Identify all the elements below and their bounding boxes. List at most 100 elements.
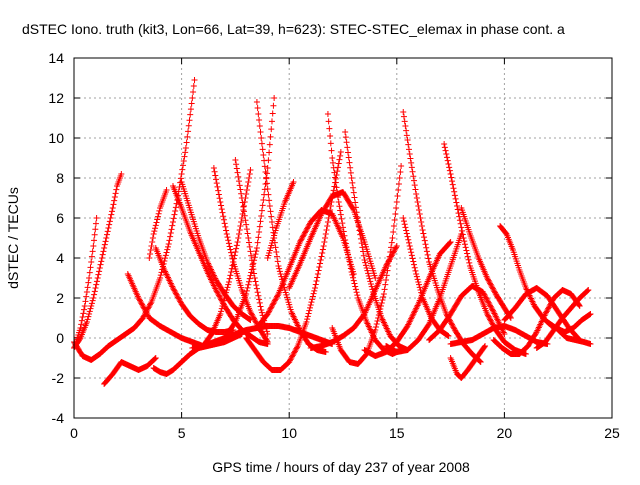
data-point — [403, 227, 410, 234]
data-point — [258, 207, 265, 214]
data-point — [276, 268, 283, 275]
data-point — [263, 174, 270, 181]
data-point — [304, 224, 311, 231]
y-tick-label: -4 — [52, 410, 65, 426]
data-point — [346, 258, 353, 265]
data-point — [392, 245, 399, 252]
data-point — [544, 307, 551, 313]
data-point — [233, 161, 240, 168]
data-point — [215, 292, 222, 299]
data-point — [244, 183, 251, 189]
data-point — [411, 264, 418, 271]
data-point — [139, 315, 146, 321]
data-point — [448, 174, 455, 181]
data-point — [85, 313, 92, 320]
data-point — [411, 182, 418, 189]
data-point — [413, 195, 420, 201]
data-point — [268, 118, 275, 125]
data-point — [408, 252, 415, 259]
data-point — [93, 215, 100, 221]
data-point — [229, 262, 236, 269]
data-point — [340, 228, 347, 235]
data-point — [271, 299, 278, 305]
data-point — [410, 258, 417, 265]
data-point — [330, 187, 337, 194]
data-point — [142, 307, 149, 313]
data-point — [106, 218, 113, 225]
data-point — [257, 218, 264, 225]
data-point — [221, 220, 228, 227]
data-point — [251, 315, 258, 322]
data-point — [390, 249, 397, 256]
data-point — [415, 203, 422, 209]
data-point — [256, 117, 263, 123]
data-point — [441, 141, 448, 147]
data-point — [289, 352, 296, 359]
data-point — [352, 204, 359, 211]
data-point — [86, 308, 93, 315]
data-point — [450, 324, 457, 331]
data-point — [190, 89, 197, 95]
data-point — [213, 176, 220, 183]
data-point — [140, 313, 147, 320]
data-point — [329, 159, 336, 166]
data-point — [414, 199, 421, 205]
data-point — [393, 199, 400, 205]
data-point — [220, 300, 227, 307]
plot-frame — [73, 57, 613, 419]
data-point — [484, 276, 491, 283]
data-point — [83, 289, 90, 295]
data-point — [309, 293, 316, 300]
data-point — [113, 186, 120, 193]
data-point — [309, 296, 316, 303]
data-point — [164, 243, 171, 250]
data-series — [146, 187, 170, 261]
data-point — [218, 308, 225, 315]
data-point — [354, 214, 361, 221]
data-point — [301, 231, 308, 237]
data-point — [394, 193, 401, 199]
data-point — [185, 128, 192, 135]
data-point — [331, 169, 338, 176]
data-point — [265, 191, 272, 198]
data-point — [315, 267, 322, 274]
data-point — [409, 168, 416, 175]
x-tick-label: 0 — [70, 425, 78, 441]
data-point — [147, 251, 154, 257]
data-series — [447, 323, 551, 347]
data-point — [482, 343, 489, 349]
data-point — [344, 247, 351, 254]
data-point — [411, 308, 418, 315]
data-point — [339, 220, 346, 227]
data-point — [400, 113, 407, 120]
data-point — [305, 223, 312, 229]
data-point — [324, 111, 331, 117]
data-point — [247, 248, 254, 255]
data-point — [465, 256, 472, 263]
data-point — [340, 224, 346, 231]
data-point — [391, 217, 398, 223]
data-point — [487, 317, 494, 324]
data-point — [318, 253, 325, 260]
data-point — [337, 207, 344, 214]
data-point — [163, 187, 170, 193]
data-point — [459, 231, 466, 238]
data-points — [71, 77, 594, 387]
data-point — [322, 349, 329, 355]
y-tick-label: 10 — [48, 130, 64, 146]
data-point — [337, 152, 344, 159]
data-point — [143, 309, 150, 316]
data-point — [96, 268, 103, 275]
data-point — [268, 213, 275, 220]
data-series — [324, 111, 405, 357]
data-point — [100, 248, 107, 255]
data-point — [118, 171, 125, 177]
data-series — [490, 287, 583, 357]
data-point — [246, 243, 253, 250]
data-point — [263, 328, 270, 335]
data-point — [417, 215, 424, 221]
data-point — [236, 182, 243, 189]
data-point — [406, 151, 413, 157]
data-point — [268, 303, 275, 309]
data-point — [385, 259, 392, 265]
